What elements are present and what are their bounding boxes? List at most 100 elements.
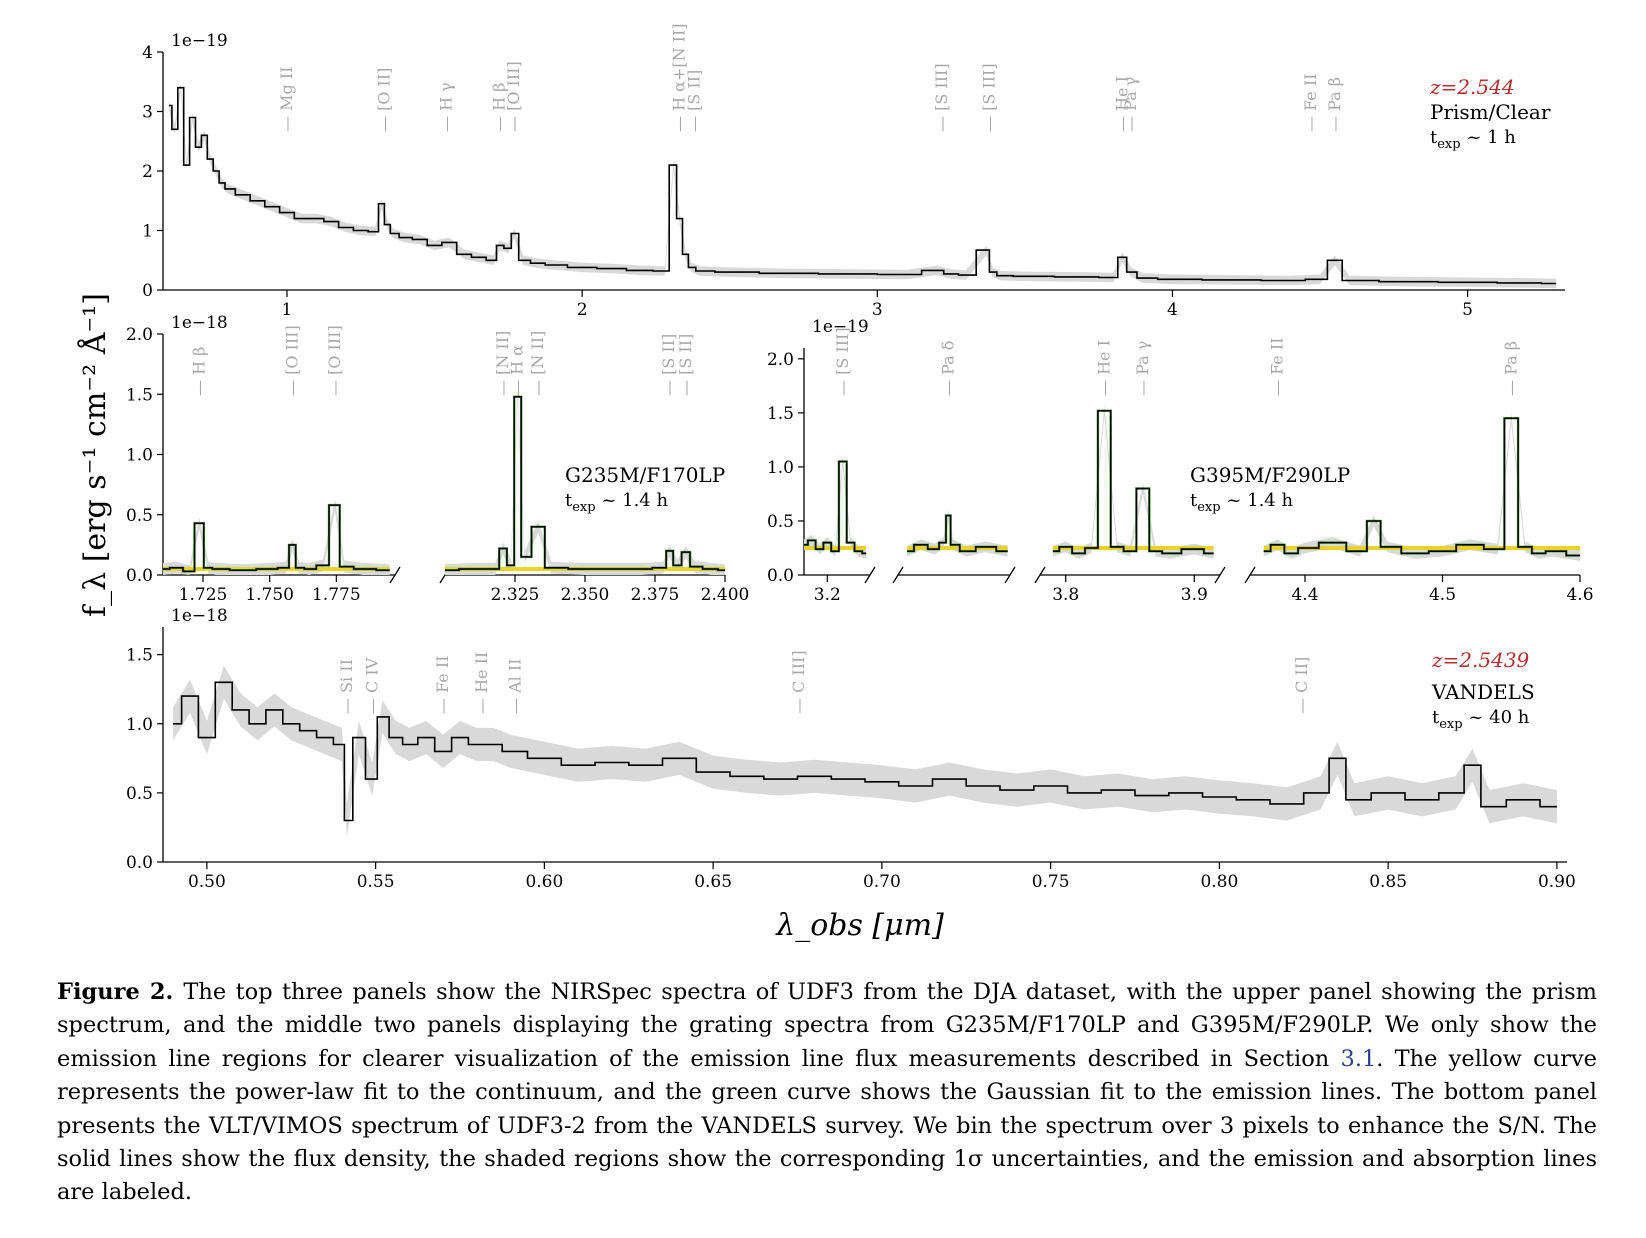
x-tick-label: 1.725: [179, 585, 228, 605]
gaussian-fit-line: [907, 514, 1008, 553]
instrument-label: Prism/Clear: [1430, 100, 1551, 124]
x-tick-label: 0.75: [1032, 872, 1070, 892]
emission-line-label: — Fe II: [1268, 337, 1287, 396]
axis-break-mark: [1034, 566, 1046, 584]
emission-line-label: — He I: [1094, 340, 1113, 396]
x-tick-label: 0.85: [1369, 872, 1407, 892]
emission-line-label: — C III]: [789, 650, 808, 714]
x-tick-label: 5: [1462, 300, 1473, 320]
exposure-label: texp ~ 1 h: [1430, 127, 1516, 152]
spectrum-line: [163, 504, 390, 573]
axis-break-mark: [864, 566, 876, 584]
redshift-label: z=2.5439: [1431, 648, 1530, 672]
y-tick-label: 0.5: [126, 784, 153, 804]
axis-break-mark: [1004, 566, 1016, 584]
y-tick-label: 2.0: [767, 350, 794, 370]
panel-g235m: 1e−18 0.0 0.5 1.0 1.5 2.0 1.725 1.750 1.775 2.325…: [126, 313, 749, 605]
emission-line-label: — Fe II: [1301, 73, 1320, 132]
exposure-label: texp ~ 1.4 h: [1190, 490, 1293, 515]
emission-line-label: — [S II]: [684, 70, 703, 132]
spectrum-line: [1052, 409, 1214, 555]
axis-break-mark: [389, 566, 401, 584]
x-tick-label: 0.80: [1200, 872, 1238, 892]
emission-line-label: — [S II]: [659, 334, 678, 396]
x-tick-label: 0.60: [525, 872, 563, 892]
emission-line-label: — [S III]: [833, 327, 852, 396]
uncertainty-band: [168, 82, 1557, 289]
axis-break-mark: [892, 566, 904, 584]
x-tick-label: 0.70: [863, 872, 901, 892]
x-tick-label: 2.400: [701, 585, 750, 605]
panel-vandels: 1e−18 0.0 0.5 1.0 1.5 0.50 0.55 0.60 0.65 0.70 0.7…: [126, 606, 1576, 892]
y-tick-label: 2.0: [126, 325, 153, 345]
y-tick-label: 1.0: [126, 446, 153, 466]
emission-line-label: — He II: [472, 652, 491, 714]
axis-scale-label: 1e−19: [812, 317, 869, 337]
uncertainty-band: [804, 456, 867, 559]
y-tick-label: 1.0: [126, 715, 153, 735]
axis-break-mark: [1244, 566, 1256, 584]
x-tick-label: 4: [1167, 300, 1178, 320]
x-tick-label: 1.775: [312, 585, 361, 605]
y-axis-label: f_λ [erg s⁻¹ cm⁻² Å⁻¹]: [77, 293, 113, 617]
emission-line-label: — [O III]: [504, 61, 523, 132]
axis-break-mark: [1214, 566, 1226, 584]
x-tick-label: 3.2: [814, 585, 841, 605]
emission-line-label: — H β: [189, 347, 208, 396]
y-tick-label: 1: [142, 222, 153, 242]
emission-line-label: — [O III]: [325, 325, 344, 396]
x-tick-label: 1: [282, 300, 293, 320]
emission-line-label: — Al II: [506, 659, 525, 714]
y-tick-label: 0.0: [767, 566, 794, 586]
y-tick-label: 1.5: [126, 646, 153, 666]
x-tick-label: 4.6: [1566, 585, 1593, 605]
axis-scale-label: 1e−18: [171, 313, 228, 333]
x-tick-label: 2.350: [561, 585, 610, 605]
emission-line-label: — Fe II: [433, 655, 452, 714]
spectrum-line: [173, 681, 1557, 822]
instrument-label: G235M/F170LP: [565, 463, 725, 487]
x-tick-label: 0.55: [357, 872, 395, 892]
uncertainty-band: [1052, 405, 1214, 559]
spectrum-line: [804, 460, 867, 555]
emission-line-label: — Pa δ: [938, 341, 957, 396]
emission-line-label: — [O III]: [282, 325, 301, 396]
exposure-label: texp ~ 40 h: [1432, 707, 1530, 732]
figure-caption: Figure 2. The top three panels show the N…: [57, 976, 1597, 1210]
y-tick-label: 3: [142, 103, 153, 123]
x-tick-label: 0.65: [694, 872, 732, 892]
section-reference-link[interactable]: 3.1: [1340, 1045, 1377, 1072]
instrument-label: G395M/F290LP: [1190, 463, 1350, 487]
emission-line-label: — H γ: [436, 82, 455, 132]
emission-line-label: — [S II]: [676, 334, 695, 396]
emission-line-label: — C IV: [362, 657, 381, 714]
x-tick-label: 0.50: [188, 872, 226, 892]
spectrum-line: [1263, 417, 1580, 557]
spectrum-line: [168, 86, 1557, 285]
x-tick-label: 2.375: [631, 585, 680, 605]
emission-line-label: — C II]: [1292, 657, 1311, 714]
panel-g395m: 1e−19 0.0 0.5 1.0 1.5 2.0 3.2 3.8 3.9 4.4 4.5 4.6 — …: [767, 317, 1594, 605]
emission-line-label: — He I: [1112, 76, 1131, 132]
y-tick-label: 0.5: [126, 506, 153, 526]
uncertainty-band: [907, 510, 1008, 557]
x-tick-label: 1.750: [245, 585, 294, 605]
x-tick-label: 3: [872, 300, 883, 320]
y-tick-label: 0.0: [126, 853, 153, 873]
y-tick-label: 0.0: [126, 566, 153, 586]
y-tick-label: 1.0: [767, 458, 794, 478]
x-tick-label: 2: [577, 300, 588, 320]
emission-line-label: — Pa β: [1325, 77, 1344, 132]
x-tick-label: 4.4: [1291, 585, 1318, 605]
spectrum-line: [907, 514, 1008, 552]
emission-line-label: — Pa γ: [1133, 341, 1152, 396]
gaussian-fit-line: [804, 460, 867, 555]
caption-label: Figure 2.: [57, 979, 174, 1005]
emission-line-label: — H β: [490, 83, 509, 132]
redshift-label: z=2.544: [1429, 75, 1515, 99]
exposure-label: texp ~ 1.4 h: [565, 490, 668, 515]
emission-line-label: — [N II]: [528, 331, 547, 396]
panel-prism: 1e−19 0 1 2 3 4 1 2 3 4 5 — Mg II — [O II] — H γ — H β…: [142, 23, 1565, 320]
spectrum-line: [445, 395, 725, 571]
y-tick-label: 1.5: [126, 385, 153, 405]
